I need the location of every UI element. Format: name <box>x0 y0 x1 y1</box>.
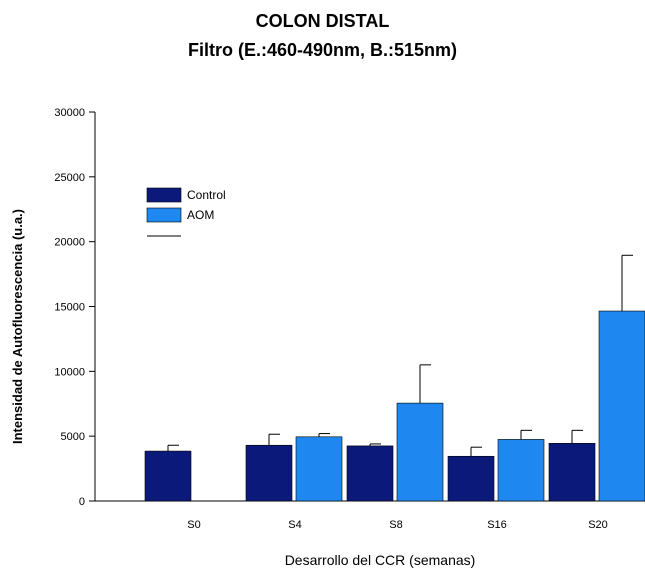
y-tick-label: 15000 <box>54 302 85 314</box>
x-tick-label: S4 <box>288 519 301 531</box>
y-tick-label: 0 <box>79 496 85 508</box>
y-tick-label: 30000 <box>54 107 85 119</box>
bar-aom-s20 <box>598 310 645 502</box>
bar-aom-s8 <box>396 402 444 502</box>
chart-title: COLON DISTAL <box>255 11 390 31</box>
x-tick-label: S0 <box>187 519 200 531</box>
legend-swatch-control <box>146 187 182 203</box>
y-axis: 0 5000 10000 15000 20000 25000 30000 <box>54 107 96 508</box>
y-axis-label: Intensidad de Autofluorescencia (u.a.) <box>10 209 25 444</box>
x-tick-label: S16 <box>487 519 507 531</box>
legend-label-aom: AOM <box>187 208 214 222</box>
bar-control-s0 <box>144 450 192 502</box>
bar-aom-s16 <box>497 439 545 502</box>
y-tick-label: 25000 <box>54 172 85 184</box>
bar-control-s4 <box>245 444 293 502</box>
x-tick-label: S20 <box>588 519 608 531</box>
legend: Control AOM <box>146 187 226 237</box>
x-axis: S0 S4 S8 S16 S20 <box>95 500 645 531</box>
bars <box>144 254 645 502</box>
y-tick-label: 10000 <box>54 366 85 378</box>
legend-swatch-aom <box>146 207 182 223</box>
y-tick-label: 5000 <box>61 431 85 443</box>
bar-aom-s4 <box>295 436 343 502</box>
x-axis-label: Desarrollo del CCR (semanas) <box>285 552 476 568</box>
legend-label-control: Control <box>187 188 226 202</box>
bar-control-s16 <box>447 455 495 502</box>
y-tick-label: 20000 <box>54 237 85 249</box>
x-tick-label: S8 <box>389 519 402 531</box>
bar-control-s20 <box>548 442 596 502</box>
bar-control-s8 <box>346 445 394 502</box>
chart-subtitle: Filtro (E.:460-490nm, B.:515nm) <box>187 40 458 60</box>
